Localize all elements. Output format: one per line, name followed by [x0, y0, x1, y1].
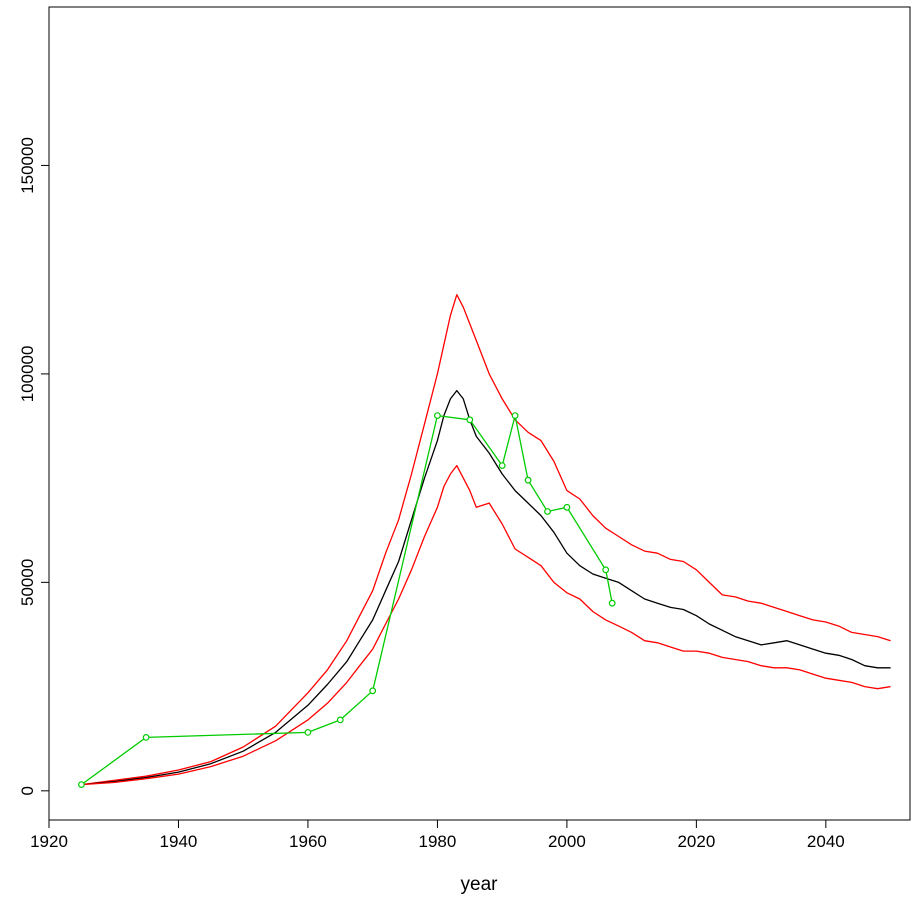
- series-layer: [77, 294, 891, 788]
- series-line-1: [81, 389, 891, 786]
- y-tick-label-0: 0: [18, 786, 37, 795]
- x-axis-title: year: [461, 874, 499, 895]
- series-3-point-0: [77, 781, 85, 788]
- y-tick-label-1: 50000: [18, 559, 37, 606]
- series-3-point-9: [524, 476, 532, 484]
- y-axis: 0 50000 100000 150000: [18, 137, 49, 796]
- x-tick-label-6: 2040: [807, 832, 845, 851]
- series-3-point-2: [304, 729, 312, 736]
- series-line-3: [81, 414, 613, 786]
- y-tick-label-2: 100000: [18, 346, 37, 403]
- series-line-2: [81, 464, 891, 786]
- series-3-point-1: [142, 734, 150, 741]
- x-axis: 1920 1940 1960 1980 2000 2020 2040: [30, 820, 845, 851]
- series-3-point-13: [608, 599, 616, 607]
- series-3-point-11: [563, 503, 571, 511]
- x-tick-label-5: 2020: [677, 832, 715, 851]
- x-tick-label-2: 1960: [289, 832, 327, 851]
- series-3-point-7: [498, 462, 506, 470]
- series-3-point-5: [434, 412, 441, 420]
- x-tick-label-0: 1920: [30, 832, 68, 851]
- x-tick-label-1: 1940: [160, 832, 198, 851]
- series-3-point-8: [511, 412, 519, 420]
- series-3-point-4: [369, 687, 377, 695]
- series-3-point-6: [466, 416, 474, 424]
- x-tick-label-4: 2000: [548, 832, 586, 851]
- plot-frame: [48, 6, 911, 821]
- x-tick-label-3: 1980: [419, 832, 457, 851]
- series-3-point-12: [602, 566, 610, 574]
- series-3-point-10: [544, 508, 551, 515]
- series-3-point-3: [336, 716, 344, 724]
- y-tick-label-3: 150000: [18, 137, 37, 194]
- series-line-0: [81, 294, 891, 786]
